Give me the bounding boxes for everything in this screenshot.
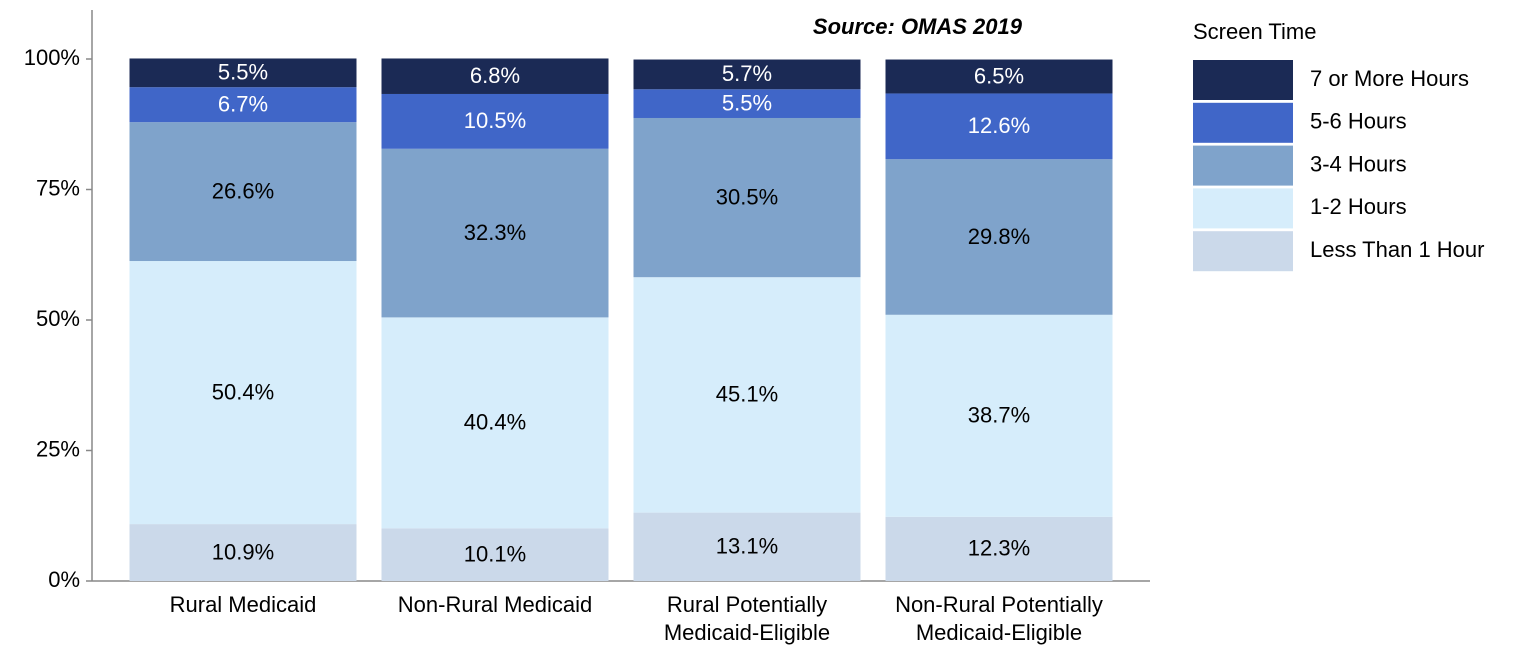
data-label: 12.6%: [968, 113, 1030, 138]
legend-swatch: [1193, 102, 1293, 143]
x-tick-label: Rural Medicaid: [170, 592, 317, 617]
bar-segment: [885, 516, 1113, 581]
bar-segment: [381, 528, 609, 581]
legend-swatch: [1193, 60, 1293, 100]
data-label: 6.7%: [218, 91, 268, 116]
x-tick-label-line: Medicaid-Eligible: [916, 620, 1082, 645]
x-tick-label: Rural Potentially Medicaid-Eligible: [664, 592, 830, 645]
annotation: Source: OMAS 2019: [813, 14, 1023, 39]
data-label: 10.1%: [464, 541, 526, 566]
legend-label: 1-2 Hours: [1310, 194, 1407, 219]
x-tick-label-line: Rural Potentially: [667, 592, 827, 617]
bar-segment: [129, 87, 357, 123]
data-label: 26.6%: [212, 178, 274, 203]
bar-segment: [381, 317, 609, 529]
legend-label: 5-6 Hours: [1310, 109, 1407, 134]
legend-label: Less Than 1 Hour: [1310, 237, 1484, 262]
data-label: 13.1%: [716, 534, 778, 559]
bar-segment: [633, 117, 861, 278]
data-label: 6.8%: [470, 63, 520, 88]
legend-label: 3-4 Hours: [1310, 151, 1407, 176]
legend-title: Screen Time: [1193, 19, 1317, 44]
data-label: 6.5%: [974, 63, 1024, 88]
bar-segment: [129, 524, 357, 581]
legend-swatch: [1193, 231, 1293, 272]
bar-segment: [633, 59, 861, 90]
legend-label: 7 or More Hours: [1310, 66, 1469, 91]
data-label: 38.7%: [968, 403, 1030, 428]
bar-segment: [885, 159, 1113, 315]
y-tick-label: 75%: [36, 175, 80, 200]
bar-segment: [381, 93, 609, 149]
y-tick-label: 25%: [36, 436, 80, 461]
bar-segment: [885, 314, 1113, 517]
bar-segment: [381, 58, 609, 94]
data-label: 5.5%: [722, 90, 772, 115]
y-tick-label: 50%: [36, 306, 80, 331]
data-label: 10.5%: [464, 108, 526, 133]
x-tick-label-line: Non-Rural Potentially: [895, 592, 1103, 617]
legend-swatch: [1193, 145, 1293, 186]
data-label: 30.5%: [716, 184, 778, 209]
data-label: 12.3%: [968, 536, 1030, 561]
data-label: 29.8%: [968, 224, 1030, 249]
data-label: 40.4%: [464, 410, 526, 435]
bar-segment: [129, 261, 357, 525]
x-tick-label-line: Medicaid-Eligible: [664, 620, 830, 645]
bar-segment: [885, 59, 1113, 94]
bar-segment: [129, 58, 357, 88]
data-label: 32.3%: [464, 220, 526, 245]
y-tick-label: 0%: [48, 567, 80, 592]
x-tick-label: Non-Rural Medicaid: [398, 592, 592, 617]
bar-segment: [129, 122, 357, 262]
bar-segment: [633, 89, 861, 118]
bar-segment: [633, 277, 861, 513]
data-label: 50.4%: [212, 379, 274, 404]
bar-segment: [381, 148, 609, 318]
bar-segment: [885, 93, 1113, 160]
bar-segment: [633, 512, 861, 581]
data-label: 5.7%: [722, 61, 772, 86]
legend-swatch: [1193, 188, 1293, 229]
data-label: 5.5%: [218, 60, 268, 85]
y-tick-label: 100%: [24, 45, 80, 70]
data-label: 10.9%: [212, 539, 274, 564]
data-label: 45.1%: [716, 382, 778, 407]
x-tick-label: Non-Rural Potentially Medicaid-Eligible: [895, 592, 1103, 645]
